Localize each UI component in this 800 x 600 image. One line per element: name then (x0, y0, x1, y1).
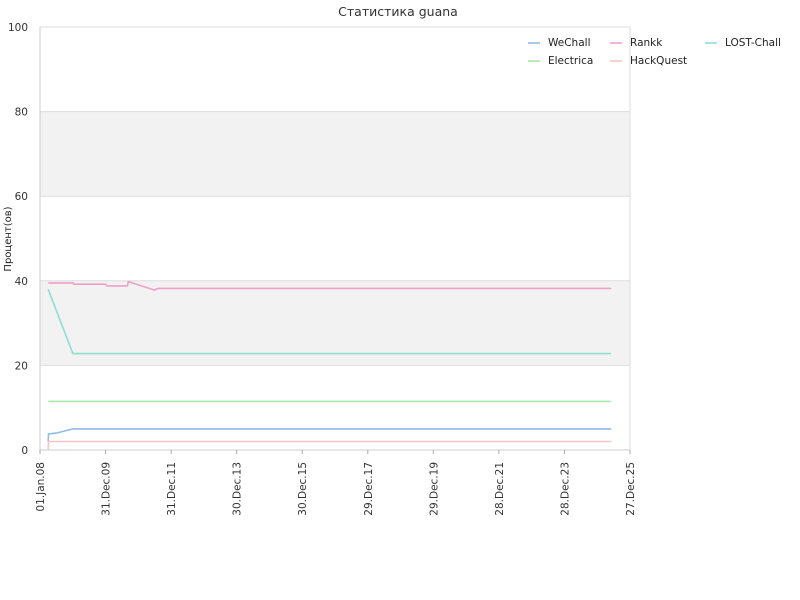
y-axis-ticks: 0 20 40 60 80 100 (8, 22, 28, 457)
background-bands (40, 111, 630, 366)
series-line-lost-chall (47, 289, 612, 355)
y-tick-label-2: 40 (15, 276, 28, 288)
series-line-wechall (47, 428, 612, 442)
plot-frame (39, 27, 631, 451)
x-tick-label-9: 27.Dec.25 (625, 462, 637, 516)
chart-title: Статистика guana (338, 4, 458, 19)
band-1 (40, 111, 630, 197)
x-tick-label-5: 29.Dec.17 (363, 462, 375, 516)
x-tick-label-4: 30.Dec.15 (297, 462, 309, 516)
band-0 (40, 280, 630, 366)
y-tick-label-0: 0 (21, 445, 28, 457)
y-tick-label-1: 20 (15, 360, 28, 372)
legend-label-2: LOST-Chall (725, 37, 781, 49)
series-lines (47, 280, 612, 451)
x-tick-label-8: 28.Dec.23 (559, 462, 571, 516)
y-tick-label-4: 80 (15, 107, 28, 119)
legend-label-3: Electrica (548, 55, 593, 67)
x-tick-label-1: 31.Dec.09 (101, 462, 113, 516)
y-tick-label-3: 60 (15, 191, 28, 203)
y-tick-label-5: 100 (8, 22, 28, 34)
series-line-hackquest (47, 440, 612, 451)
legend-label-4: HackQuest (630, 55, 687, 67)
x-tick-label-2: 31.Dec.11 (166, 462, 178, 516)
x-tick-label-3: 30.Dec.13 (232, 462, 244, 516)
legend-label-0: WeChall (548, 37, 590, 49)
series-line-rankk (48, 280, 612, 291)
x-tick-label-0: 01.Jan.08 (35, 462, 47, 512)
y-axis-label: Процент(ов) (3, 206, 14, 271)
x-tick-label-7: 28.Dec.21 (494, 462, 506, 516)
x-axis-ticks: 01.Jan.08 31.Dec.09 31.Dec.11 30.Dec.13 30.D… (35, 450, 637, 516)
legend: WeChall Rankk LOST-Chall Electrica HackQuest (528, 37, 781, 67)
x-tick-label-6: 29.Dec.19 (428, 462, 440, 516)
legend-label-1: Rankk (630, 37, 663, 49)
